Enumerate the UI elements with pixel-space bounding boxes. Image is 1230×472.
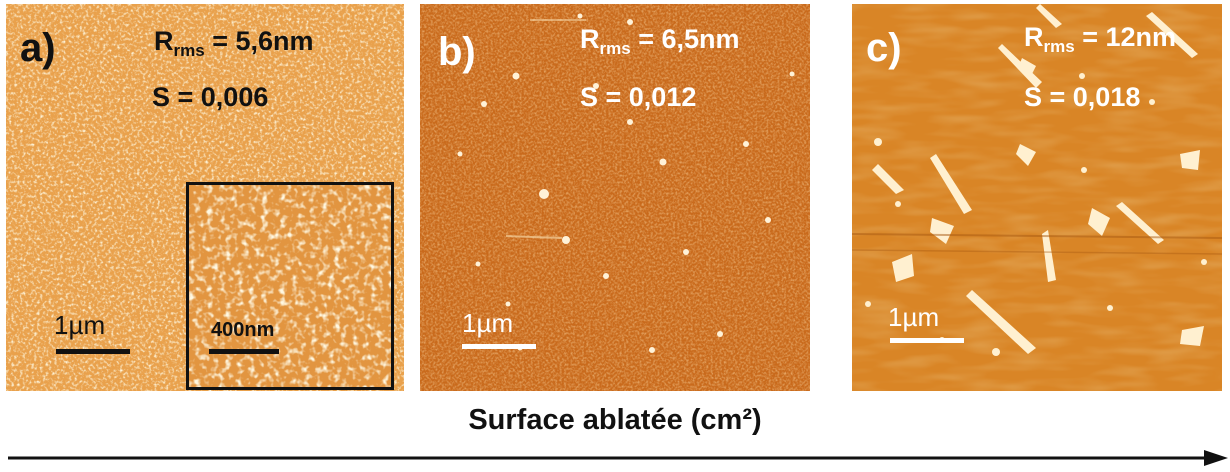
rms-roughness-a: Rrms = 5,6nm	[154, 26, 314, 61]
panel-letter-c: c)	[866, 26, 902, 70]
panel-letter-b: b)	[438, 30, 476, 74]
rms-value: = 12nm	[1074, 22, 1176, 52]
rms-roughness-b: Rrms = 6,5nm	[580, 24, 740, 59]
afm-texture-b	[420, 4, 810, 391]
scale-bar-a	[56, 349, 130, 354]
panel-letter-a: a)	[20, 26, 56, 70]
rms-subscript: rms	[173, 41, 205, 60]
rms-value: = 6,5nm	[630, 24, 740, 54]
s-value-c: S = 0,018	[1024, 82, 1141, 112]
inset-texture	[189, 185, 391, 387]
inset-scale-bar	[209, 349, 279, 354]
rms-roughness-c: Rrms = 12nm	[1024, 22, 1176, 57]
s-value-b: S = 0,012	[580, 82, 697, 112]
rms-symbol: R	[154, 26, 174, 56]
scale-bar-b	[462, 344, 536, 349]
afm-image-c: c) Rrms = 12nm S = 0,018 1µm	[852, 4, 1222, 391]
zoom-inset: 400nm	[186, 182, 394, 390]
scale-bar-c	[890, 338, 964, 343]
axis-arrow	[8, 450, 1228, 466]
rms-subscript: rms	[1043, 37, 1075, 56]
axis-arrow-head	[1204, 450, 1228, 466]
rms-subscript: rms	[599, 39, 631, 58]
afm-texture-c	[852, 4, 1222, 391]
inset-scale-label: 400nm	[211, 319, 275, 341]
rms-symbol: R	[1024, 22, 1044, 52]
rms-symbol: R	[580, 24, 600, 54]
afm-image-b: b) Rrms = 6,5nm S = 0,012 1µm	[420, 4, 810, 391]
surface-crystals-c	[872, 4, 1204, 354]
axis-title: Surface ablatée (cm²)	[468, 404, 762, 436]
scale-label-a: 1µm	[54, 310, 106, 340]
s-value-a: S = 0,006	[152, 82, 269, 112]
scale-label-b: 1µm	[462, 308, 514, 338]
scale-label-c: 1µm	[888, 302, 940, 332]
rms-value: = 5,6nm	[204, 26, 314, 56]
afm-image-a: a) Rrms = 5,6nm S = 0,006 1µm 400nm	[6, 4, 404, 391]
